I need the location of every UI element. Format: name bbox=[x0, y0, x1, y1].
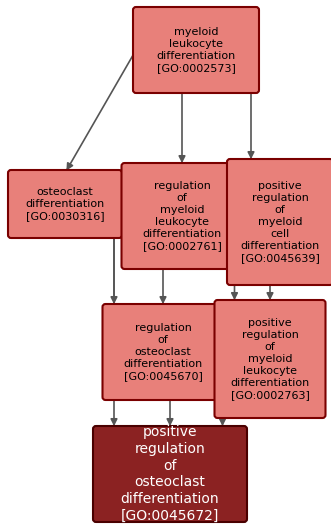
FancyBboxPatch shape bbox=[214, 300, 325, 418]
Text: regulation
of
osteoclast
differentiation
[GO:0045670]: regulation of osteoclast differentiation… bbox=[123, 323, 203, 381]
FancyBboxPatch shape bbox=[8, 170, 122, 238]
FancyBboxPatch shape bbox=[93, 426, 247, 522]
Text: positive
regulation
of
myeloid
cell
differentiation
[GO:0045639]: positive regulation of myeloid cell diff… bbox=[240, 181, 320, 263]
Text: positive
regulation
of
myeloid
leukocyte
differentiation
[GO:0002763]: positive regulation of myeloid leukocyte… bbox=[230, 318, 309, 400]
Text: positive
regulation
of
osteoclast
differentiation
[GO:0045672]: positive regulation of osteoclast differ… bbox=[121, 425, 219, 523]
Text: osteoclast
differentiation
[GO:0030316]: osteoclast differentiation [GO:0030316] bbox=[25, 187, 105, 221]
FancyBboxPatch shape bbox=[121, 163, 243, 269]
FancyBboxPatch shape bbox=[227, 159, 331, 285]
FancyBboxPatch shape bbox=[133, 7, 259, 93]
Text: regulation
of
myeloid
leukocyte
differentiation
[GO:0002761]: regulation of myeloid leukocyte differen… bbox=[142, 181, 222, 251]
FancyBboxPatch shape bbox=[103, 304, 223, 400]
Text: myeloid
leukocyte
differentiation
[GO:0002573]: myeloid leukocyte differentiation [GO:00… bbox=[156, 27, 236, 73]
